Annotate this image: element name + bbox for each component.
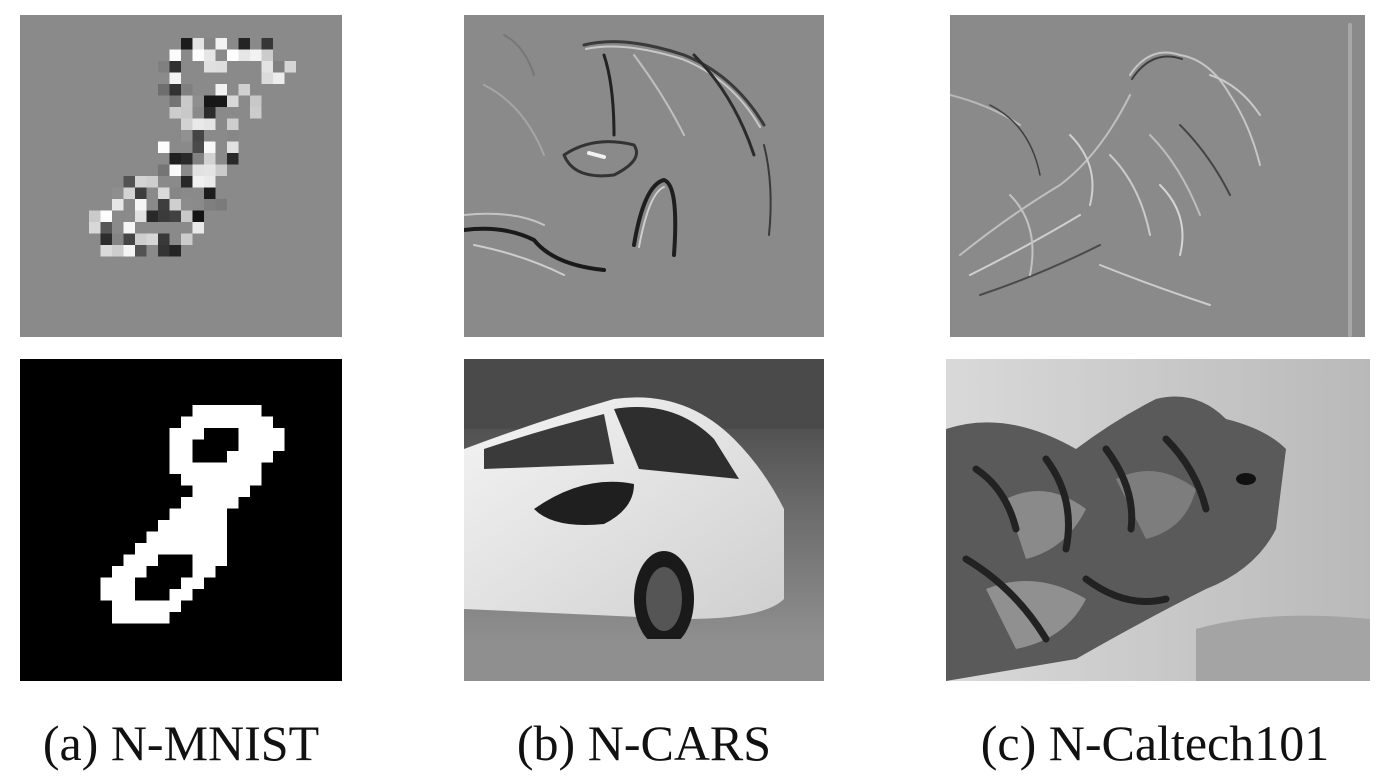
ncars-grayscale-frame <box>464 359 824 681</box>
ncaltech-animal-image <box>946 359 1370 681</box>
caption-n-mnist: (a) N-MNIST <box>42 715 320 771</box>
nmnist-grayscale-frame <box>20 359 342 681</box>
caption-n-cars: (b) N-CARS <box>516 715 772 771</box>
ncars-event-frame <box>464 15 824 337</box>
ncaltech-grayscale-frame <box>946 359 1370 681</box>
nmnist-event-frame <box>20 15 342 337</box>
nmnist-digit-image <box>20 359 342 681</box>
caption-n-caltech101: (c) N-Caltech101 <box>980 715 1330 771</box>
nmnist-event-image <box>20 15 342 337</box>
ncaltech-event-frame <box>950 15 1365 337</box>
ncaltech-event-image <box>950 15 1365 337</box>
ncars-car-image <box>464 359 824 681</box>
ncars-event-image <box>464 15 824 337</box>
